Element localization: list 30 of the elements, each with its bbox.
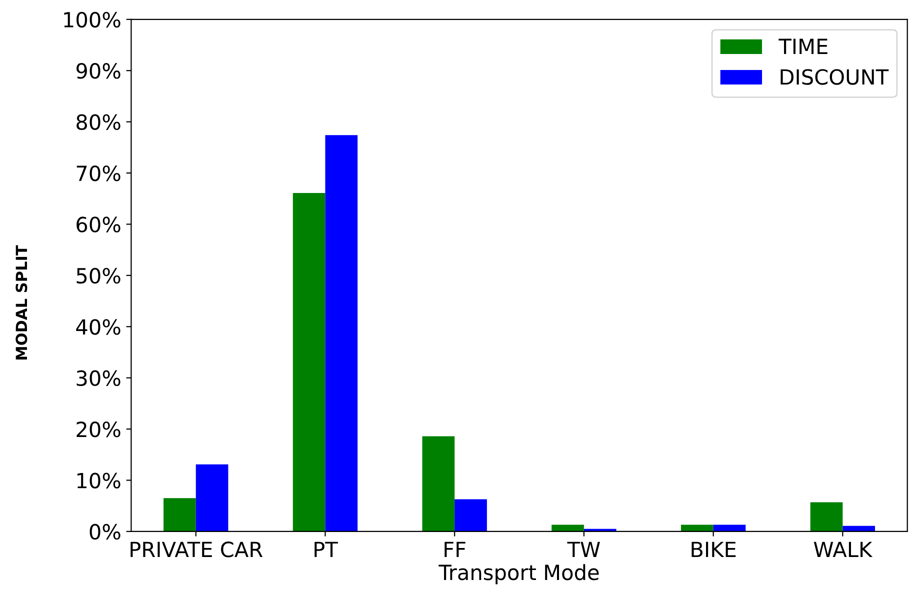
y-tick-label: 90%	[76, 63, 120, 79]
legend-label: DISCOUNT	[780, 69, 889, 85]
x-tick-label: PT	[314, 542, 338, 558]
y-tick-label: 80%	[76, 114, 120, 130]
x-tick-label: TW	[567, 542, 600, 558]
y-tick-label: 70%	[76, 165, 120, 182]
bar	[552, 524, 584, 532]
x-tick-label: FF	[444, 542, 466, 558]
legend-label: TIME	[778, 38, 828, 54]
bar	[810, 502, 843, 532]
y-tick-label: 40%	[76, 319, 120, 335]
y-tick-label: 0%	[90, 524, 120, 540]
bar	[422, 436, 455, 532]
x-tick-label: WALK	[814, 542, 873, 558]
y-axis-title: MODAL SPLIT	[16, 245, 28, 360]
bar	[196, 464, 228, 532]
x-tick-label: BIKE	[692, 542, 736, 558]
y-tick-label: 50%	[76, 268, 120, 284]
y-tick-label: 20%	[76, 422, 120, 438]
y-tick-label: 30%	[76, 370, 120, 386]
y-tick-label: 10%	[77, 472, 120, 488]
bar	[680, 524, 714, 532]
bar	[292, 192, 326, 532]
x-axis-title: Transport Mode	[438, 564, 599, 584]
bar	[164, 498, 196, 532]
y-tick-label: 60%	[76, 216, 120, 232]
x-tick-label: PRIVATE CAR	[130, 542, 263, 558]
bar	[325, 135, 358, 532]
bar	[454, 499, 487, 532]
y-tick-label: 100%	[64, 12, 120, 28]
